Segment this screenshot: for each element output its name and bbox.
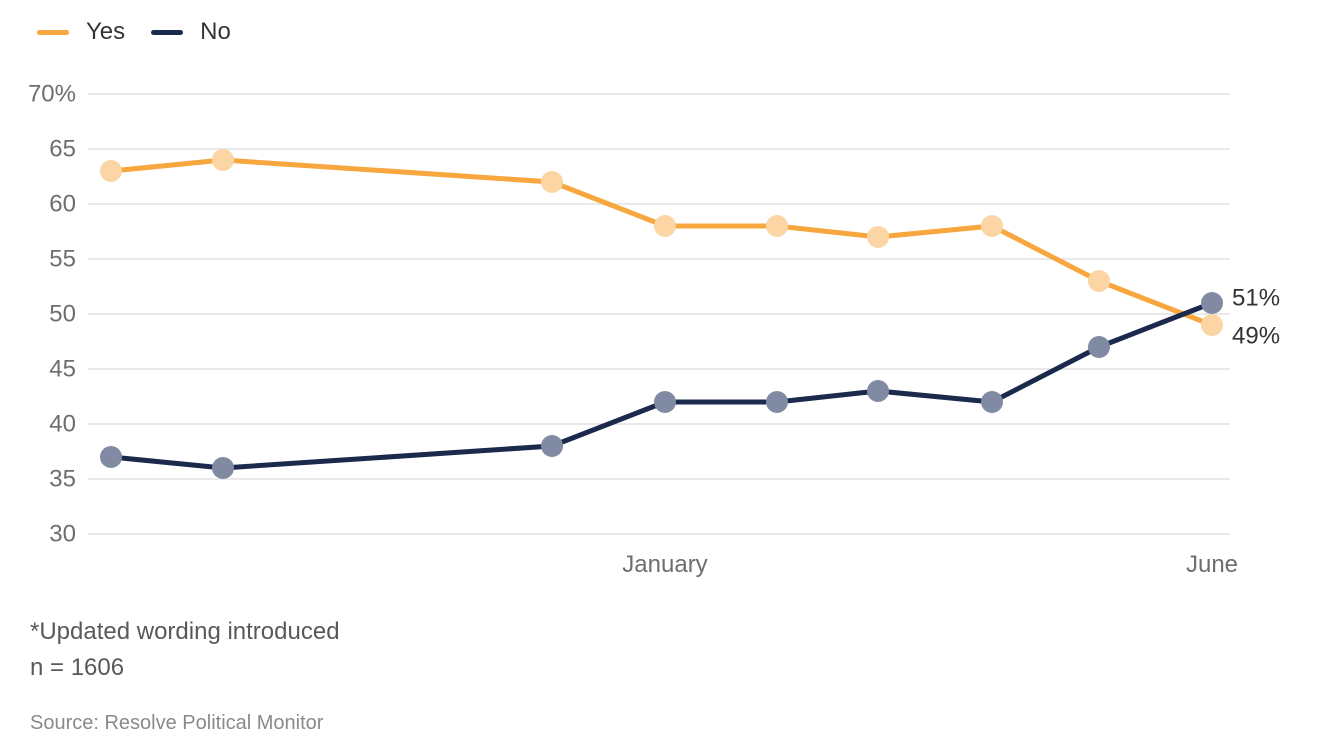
end-label-no: 51% — [1232, 285, 1280, 312]
legend-label-no: No — [200, 18, 231, 45]
y-tick-label: 65 — [49, 136, 76, 163]
series-line-yes — [108, 157, 1215, 328]
y-tick-label: 30 — [49, 521, 76, 548]
data-point-no — [867, 380, 889, 402]
y-tick-label: 35 — [49, 466, 76, 493]
x-tick-label: June — [1186, 551, 1238, 578]
footnote-wording-note: *Updated wording introduced — [30, 618, 340, 645]
legend-item-yes: Yes — [37, 17, 125, 47]
data-point-no — [654, 391, 676, 413]
legend-label-yes: Yes — [86, 18, 126, 45]
yes-line-swatch-icon — [37, 29, 69, 35]
end-label-yes: 49% — [1232, 323, 1280, 350]
x-tick-label: January — [622, 551, 707, 578]
data-point-no — [100, 446, 122, 468]
data-point-yes — [212, 149, 234, 171]
y-tick-label: 40 — [49, 411, 76, 438]
data-point-no — [541, 435, 563, 457]
data-point-yes — [867, 226, 889, 248]
data-point-no — [766, 391, 788, 413]
no-line-swatch-icon — [151, 29, 184, 35]
data-point-no — [981, 391, 1003, 413]
data-point-no — [1201, 292, 1223, 314]
y-tick-label: 50 — [49, 301, 76, 328]
legend-item-no: No — [151, 17, 231, 47]
y-tick-label: 70% — [28, 81, 76, 108]
y-tick-label: 55 — [49, 246, 76, 273]
data-point-yes — [766, 215, 788, 237]
data-point-yes — [654, 215, 676, 237]
line-chart: 70% 65 60 55 50 45 40 35 30 January June 51% 49% — [28, 81, 1280, 579]
data-point-yes — [1088, 270, 1110, 292]
y-tick-label: 45 — [49, 356, 76, 383]
data-point-no — [212, 457, 234, 479]
data-point-yes — [541, 171, 563, 193]
data-point-yes — [100, 160, 122, 182]
series-line-no — [108, 300, 1215, 471]
chart-legend: Yes No — [37, 17, 231, 47]
source-note: Source: Resolve Political Monitor — [30, 712, 324, 734]
data-point-no — [1088, 336, 1110, 358]
y-tick-label: 60 — [49, 191, 76, 218]
footnote-sample-size: n = 1606 — [30, 654, 125, 681]
data-point-yes — [981, 215, 1003, 237]
data-point-yes — [1201, 314, 1223, 336]
